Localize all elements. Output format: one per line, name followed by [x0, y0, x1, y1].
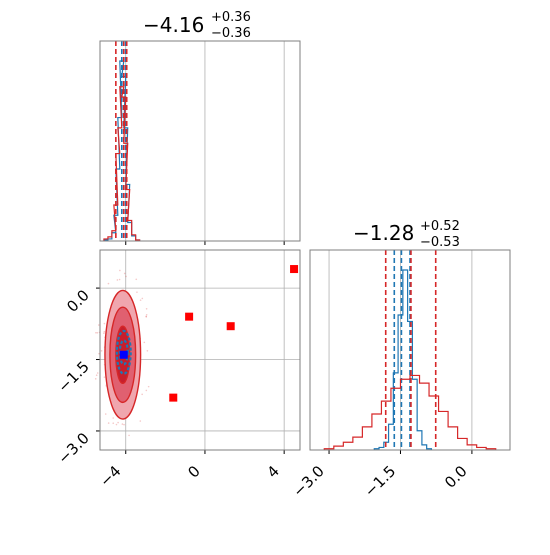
sample-point: [143, 341, 146, 344]
sample-point: [95, 374, 98, 377]
histogram-series-1: [103, 86, 141, 241]
red-square-marker-3: [290, 265, 299, 274]
sample-point: [96, 331, 99, 334]
y-tick-label: −1.5: [54, 358, 92, 396]
param1-title-lower: −0.36: [211, 26, 251, 41]
x-tick-label: 4: [264, 462, 283, 481]
sample-point: [121, 423, 124, 425]
sample-point: [96, 372, 99, 374]
sample-point: [112, 422, 115, 425]
sample-point: [95, 331, 97, 334]
sample-point: [107, 282, 110, 285]
blue-square-marker: [119, 350, 128, 359]
y-tick-label: 0.0: [63, 286, 93, 316]
sample-point: [119, 269, 121, 272]
sample-point: [103, 332, 105, 335]
sample-point: [139, 299, 142, 301]
sample-point: [145, 313, 148, 316]
sample-point: [104, 413, 107, 415]
sample-point: [145, 316, 148, 318]
sample-point: [147, 385, 150, 388]
x-tick-label: −3.0: [289, 462, 327, 500]
sample-point: [135, 278, 138, 281]
sample-point: [141, 393, 143, 396]
sample-point: [139, 420, 142, 422]
sample-point: [116, 279, 119, 281]
sample-point: [103, 376, 106, 378]
sample-point: [145, 308, 148, 310]
param1-title: −4.16 +0.36 −0.36: [143, 10, 251, 41]
x-tick-label: 0.0: [441, 462, 471, 492]
sample-point: [146, 349, 149, 352]
histogram-series-1: [323, 374, 497, 450]
param1-title-value: −4.16: [143, 13, 204, 37]
sample-point: [103, 322, 106, 325]
sample-point: [117, 421, 119, 424]
x-tick-label: −1.5: [361, 462, 399, 500]
sample-point: [115, 423, 118, 426]
x-tick-label: 0: [184, 462, 203, 481]
blue-contour-level-0: [115, 329, 132, 375]
red-square-marker-2: [169, 393, 178, 402]
red-square-marker-1: [226, 322, 235, 331]
joint-scatter-panel: −4 0 4 0.0 −1.5 −3.0: [54, 249, 301, 490]
sample-point: [136, 291, 138, 293]
panel-border: [309, 249, 511, 451]
sample-point: [94, 378, 97, 380]
x-tick-label: −4: [96, 462, 124, 490]
sample-point: [123, 423, 125, 426]
param1-marginal-histogram-panel: [99, 40, 301, 245]
param2-marginal-histogram-panel: −3.0 −1.5 0.0: [289, 249, 511, 501]
panel-border: [99, 249, 301, 451]
sample-point: [141, 297, 144, 300]
y-tick-label: −3.0: [54, 429, 92, 467]
sample-point: [118, 278, 121, 281]
sample-point: [98, 352, 100, 355]
sample-point: [145, 315, 147, 318]
param1-title-upper: +0.36: [211, 10, 251, 25]
red-square-marker-0: [185, 312, 194, 321]
sample-point: [125, 275, 127, 278]
sample-point: [128, 434, 130, 437]
param2-title: −1.28 +0.52 −0.53: [353, 219, 460, 250]
param2-title-lower: −0.53: [420, 235, 460, 250]
sample-point: [100, 350, 103, 352]
param2-title-value: −1.28: [353, 221, 414, 245]
sample-point: [107, 422, 110, 424]
sample-point: [103, 330, 106, 333]
sample-point: [123, 272, 126, 275]
histogram-series-0: [373, 269, 433, 450]
sample-point: [112, 417, 114, 419]
sample-point: [145, 389, 148, 392]
panel-border: [99, 40, 301, 242]
sample-point: [97, 324, 100, 326]
param2-title-upper: +0.52: [420, 219, 460, 234]
